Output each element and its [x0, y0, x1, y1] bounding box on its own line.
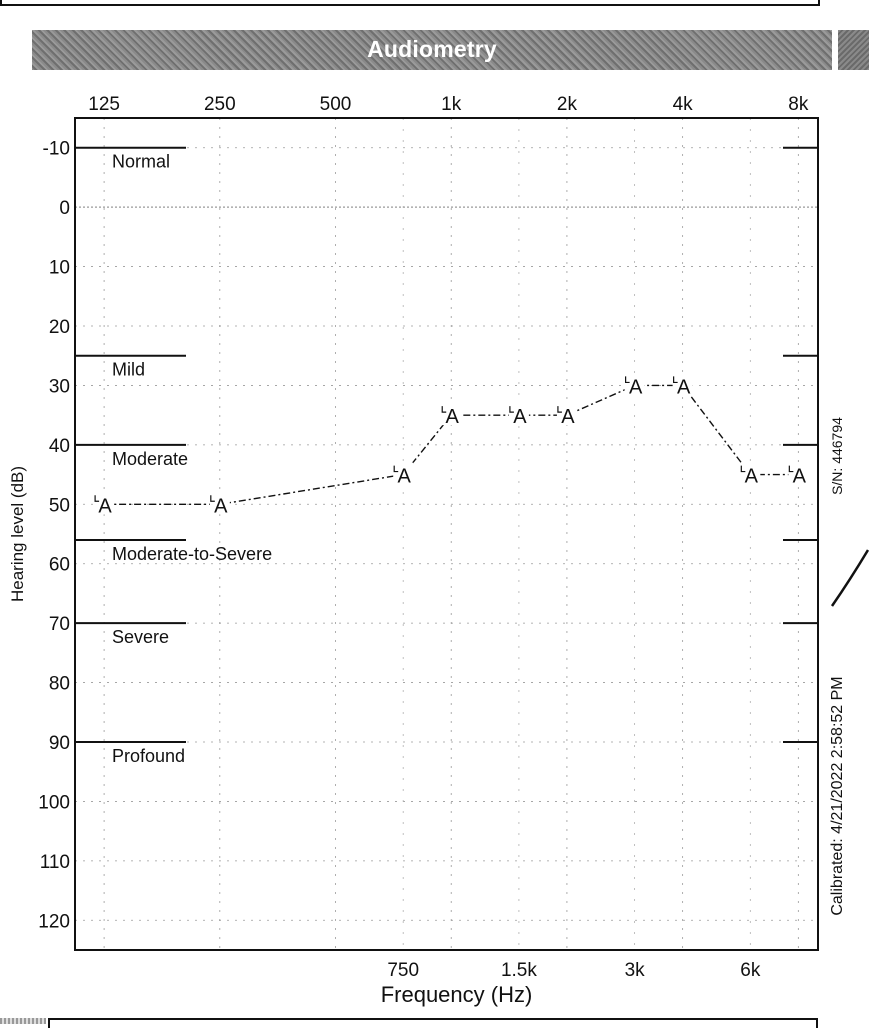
bottom-left-edge: [0, 1018, 46, 1024]
x-tick-label-bottom: 6k: [740, 960, 761, 981]
data-point-backdrop: [393, 462, 414, 485]
x-tick-label-bottom: 1.5k: [501, 960, 537, 981]
top-frame: [0, 0, 820, 6]
data-point-backdrop: [788, 462, 809, 485]
data-point-marker: A: [398, 466, 412, 488]
y-tick-label: 100: [38, 792, 70, 813]
range-label: Moderate: [112, 449, 188, 469]
x-tick-label-top: 1k: [441, 94, 462, 115]
masking-bracket: [557, 406, 562, 413]
range-label: Moderate-to-Severe: [112, 544, 272, 564]
data-point-marker: A: [446, 406, 460, 428]
range-label: Normal: [112, 152, 170, 172]
axes: -10 0 10 20 30 40 50 60 70 80 90 100 110 120 125 250 500…: [38, 94, 809, 981]
calibration-label: Calibrated: 4/21/2022 2:58:52 PM: [829, 676, 846, 915]
range-label: Mild: [112, 360, 145, 380]
data-point-backdrop: [672, 373, 693, 396]
x-tick-label-top: 2k: [557, 94, 578, 115]
x-tick-label-bottom: 750: [387, 960, 419, 981]
series-line: [104, 384, 799, 505]
y-axis-title: Hearing level (dB): [8, 466, 27, 602]
bottom-frame: [48, 1018, 818, 1028]
data-point-marker: A: [793, 466, 807, 488]
masking-bracket: [788, 465, 794, 473]
data-point-marker: A: [513, 406, 527, 428]
y-tick-label: -10: [43, 139, 70, 160]
pen-stroke-mark: [830, 549, 869, 607]
data-point-backdrop: [94, 492, 115, 515]
x-axis-title: Frequency (Hz): [381, 982, 533, 1007]
y-tick-label: 60: [49, 555, 70, 576]
x-tick-label-top: 250: [204, 94, 236, 115]
data-point-marker: A: [98, 495, 112, 517]
data-point-marker: A: [745, 466, 759, 488]
y-tick-label: 110: [40, 852, 70, 873]
data-point-backdrop: [508, 403, 529, 426]
y-tick-label: 40: [49, 436, 70, 457]
serial-number-label: S/N: 446794: [829, 417, 845, 495]
data-point-marker: A: [677, 376, 691, 398]
y-tick-label: 90: [49, 733, 70, 754]
masking-bracket: [393, 465, 399, 473]
banner-title: Audiometry: [367, 36, 497, 62]
y-tick-label: 80: [49, 674, 70, 695]
masking-bracket: [210, 495, 215, 502]
masking-bracket: [673, 376, 678, 384]
banner-right-segment: [838, 30, 869, 70]
y-tick-label: 10: [49, 258, 70, 279]
x-tick-label-top: 500: [320, 94, 352, 115]
hearing-range-markers: Normal Mild Moderate Moderate-to-Severe Seve…: [75, 146, 818, 766]
y-tick-label: 30: [49, 376, 70, 397]
masking-bracket: [625, 376, 630, 384]
y-tick-label: 20: [49, 317, 70, 338]
masking-bracket: [740, 465, 746, 473]
y-tick-label: 120: [38, 911, 70, 932]
data-point-backdrop: [441, 403, 462, 426]
data-point-backdrop: [209, 492, 230, 515]
y-tick-label: 0: [59, 198, 70, 219]
data-point-marker: A: [561, 406, 575, 428]
x-tick-label-top: 4k: [673, 94, 694, 115]
plot-area-frame: [74, 117, 819, 951]
x-tick-label-bottom: 3k: [625, 960, 646, 981]
grid-lines: [75, 118, 818, 950]
data-point-marker: A: [214, 495, 228, 517]
masking-bracket: [509, 406, 514, 413]
data-point-marker: A: [629, 376, 643, 398]
data-point-backdrop: [740, 462, 761, 485]
data-point-backdrop: [624, 373, 645, 396]
x-tick-label-top: 125: [88, 94, 120, 115]
y-tick-label: 70: [49, 614, 70, 635]
masking-bracket: [441, 406, 447, 413]
series-layer: A A A A A A A A A A: [94, 373, 809, 517]
x-tick-label-top: 8k: [788, 94, 809, 115]
range-label: Severe: [112, 627, 169, 647]
audiometry-banner: Audiometry: [32, 30, 832, 70]
range-label: Profound: [112, 746, 185, 766]
data-point-backdrop: [556, 403, 577, 426]
y-tick-label: 50: [49, 495, 70, 516]
masking-bracket: [94, 495, 100, 502]
